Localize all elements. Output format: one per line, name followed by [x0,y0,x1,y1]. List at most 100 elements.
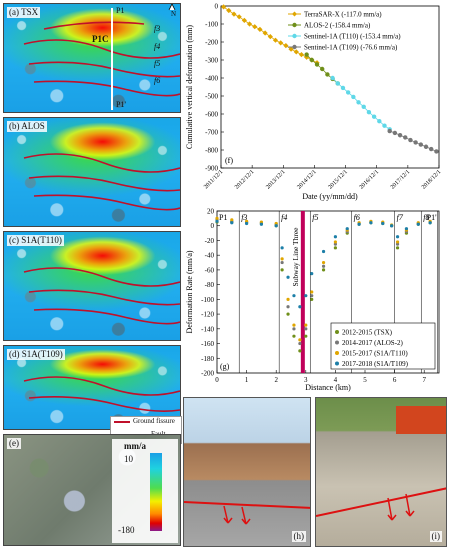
data-point [366,110,372,115]
fault-label: f5 [312,213,318,222]
panel-label-f: (f) [225,156,233,165]
panel-label-g: (g) [220,362,230,371]
data-point [314,62,320,67]
photo-h: (h) [183,397,311,547]
y-tick-label: -900 [205,165,218,173]
y-tick-label: -100 [205,21,218,29]
photo-i: (i) [315,397,447,547]
data-point [345,227,349,231]
x-tick-label: 2017/12/1 [390,169,411,190]
data-point [416,222,420,226]
f6-label: f6 [154,76,161,85]
data-point [230,218,234,222]
y-tick-label: -80 [205,281,215,289]
y-tick-label: -40 [205,252,215,260]
series-line [389,130,437,152]
data-point [231,11,237,17]
data-point [321,264,326,268]
data-point [286,305,290,309]
legend-entry: 2014-2017 (ALOS-2) [342,339,404,347]
p1-top-label: P1 [116,6,125,15]
panel-label-c: (c) S1A(T110) [7,235,64,246]
y-tick-label: -60 [205,266,215,274]
data-point [320,66,325,72]
y-axis-label: Cumulative vertical deformation (mm) [185,25,194,150]
colorbar: mm/a 10 -180 [112,439,178,543]
data-point [310,290,314,294]
data-point [381,221,385,226]
fault-label: f6 [354,213,360,222]
data-point [325,72,330,77]
data-point [230,221,234,225]
data-point [292,334,296,338]
data-point [309,57,315,63]
map-overlay-d [23,376,180,412]
y-tick-label: -100 [201,296,214,304]
data-point [403,135,408,140]
panel-label-d: (d) S1A(T109) [7,349,65,360]
data-point [361,104,366,110]
data-point [321,260,326,265]
data-point [280,268,284,272]
data-point [392,130,398,136]
y-tick-label: 20 [207,208,215,216]
y-tick-label: 0 [211,222,215,230]
data-point [429,146,434,152]
data-point [395,246,400,250]
legend-swatch [335,340,339,345]
data-point [369,221,373,225]
data-point [280,260,284,265]
x-tick-label: 2018/12/1 [421,169,442,190]
y-tick-label: -300 [205,57,218,65]
data-point [333,235,337,239]
data-point [397,133,403,138]
data-point [274,224,278,228]
data-point [395,242,400,246]
legend-swatch [292,22,297,28]
y-tick-label: -180 [201,355,214,363]
legend-entry: 2017-2018 (S1A/T109) [342,360,409,368]
data-point [280,246,284,250]
p1c-label: P1C [92,34,109,44]
data-point [280,257,284,261]
legend-ground-fissure: Ground fissure [133,417,175,425]
fault-label: f3 [241,213,247,222]
data-point [252,24,258,30]
legend-entry: 2015-2017 (S1A/T110) [342,350,408,358]
colorbar-min: -180 [118,525,135,535]
legend-swatch [335,361,339,366]
data-point [272,37,279,43]
data-point [298,341,302,346]
fault-label: f8 [423,213,429,222]
plot-frame [220,5,440,169]
y-tick-label: -700 [205,129,218,137]
legend-box [330,322,436,370]
data-point [333,246,337,250]
subway-line [300,211,305,373]
fault-label: f4 [281,213,287,222]
data-point [377,119,382,124]
data-point [310,294,314,298]
legend-entry: 2012-2015 (TSX) [342,329,393,337]
data-point [236,14,242,20]
data-point [310,297,314,301]
data-point [220,4,227,10]
data-point [304,52,309,57]
data-point [408,137,413,143]
fault-label: P1' [427,213,437,222]
map-overlay-a [23,4,180,110]
legend-swatch [335,330,339,334]
map-overlay-b [23,153,180,211]
legend-entry: Sentinel-1A (T109) (-76.6 mm/a) [304,44,398,52]
data-point [259,220,263,224]
y-tick-label: -160 [201,340,214,348]
data-point [298,349,302,353]
map-panel-e: (e) mm/a 10 -180 [3,434,181,546]
x-tick-label: 2 [274,376,278,384]
legend-entry: ALOS-2 (-158.4 mm/a) [304,22,371,30]
y-tick-label: -200 [205,39,218,47]
chart-deformation-rate: 200-20-40-60-80-100-120-140-160-180-2000… [185,208,440,392]
x-tick-label: 2016/12/1 [359,169,380,190]
data-point [215,219,219,223]
data-point [292,294,296,298]
